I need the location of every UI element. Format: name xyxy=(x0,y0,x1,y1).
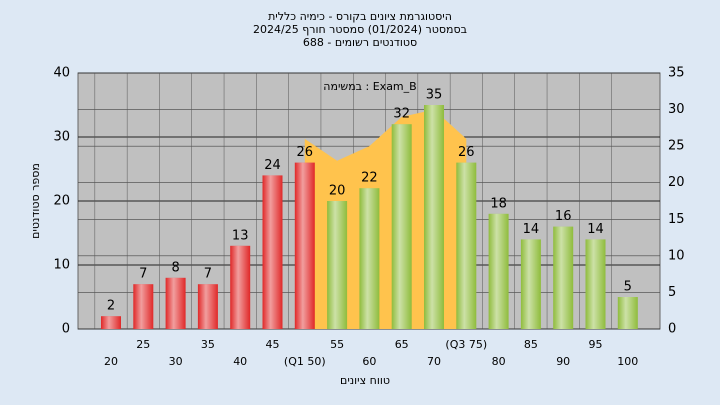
x-tick-label: 55 xyxy=(330,338,344,351)
x-tick-label: (Q1 50) xyxy=(284,355,326,368)
subtitle: סטודנטים רשומים - 688 xyxy=(303,36,417,49)
y-tick-label: 40 xyxy=(53,66,70,81)
bar-shine xyxy=(617,297,638,329)
bar-shine xyxy=(101,316,121,329)
x-tick-label: (Q3 75) xyxy=(445,338,487,351)
y2-tick-label: 5 xyxy=(668,285,676,300)
x-tick-label: 65 xyxy=(395,338,409,351)
value-label: 24 xyxy=(264,158,281,173)
bar-shine xyxy=(262,175,283,329)
value-label: 5 xyxy=(624,280,632,295)
value-label: 8 xyxy=(171,260,179,275)
x-tick-label: 45 xyxy=(266,338,280,351)
annotation: במשימה : Exam_B xyxy=(323,80,416,93)
x-tick-label: 60 xyxy=(362,355,376,368)
bar-shine xyxy=(133,284,154,329)
y2-tick-label: 35 xyxy=(668,66,685,81)
bar-shine xyxy=(327,201,348,329)
value-label: 18 xyxy=(490,196,507,211)
bar-shine xyxy=(230,245,251,329)
bar-shine xyxy=(424,105,444,329)
bar-shine xyxy=(456,162,477,329)
value-label: 2 xyxy=(107,299,115,314)
bar-shine xyxy=(294,162,315,329)
value-label: 14 xyxy=(523,222,540,237)
value-label: 20 xyxy=(329,184,346,199)
value-label: 35 xyxy=(426,88,443,103)
bar-shine xyxy=(391,124,412,329)
value-label: 13 xyxy=(232,228,249,243)
value-label: 22 xyxy=(361,171,378,186)
bar-shine xyxy=(359,188,380,329)
value-label: 26 xyxy=(297,145,314,160)
subtitle: בסמסטר (01/2024) סמסטר חורף 2024/25 xyxy=(253,23,467,36)
y-tick-label: 20 xyxy=(53,194,70,209)
value-label: 32 xyxy=(393,107,410,122)
x-tick-label: 70 xyxy=(427,355,441,368)
x-tick-label: 20 xyxy=(104,355,118,368)
y2-tick-label: 20 xyxy=(668,175,685,190)
bar-shine xyxy=(197,284,218,329)
y-tick-label: 0 xyxy=(62,322,70,337)
y-tick-label: 10 xyxy=(53,258,70,273)
y-tick-label: 30 xyxy=(53,130,70,145)
value-label: 16 xyxy=(555,209,572,224)
x-tick-label: 35 xyxy=(201,338,215,351)
value-label: 14 xyxy=(587,222,604,237)
bar-shine xyxy=(520,239,541,329)
x-tick-label: 90 xyxy=(556,355,570,368)
x-tick-label: 85 xyxy=(524,338,538,351)
value-label: 26 xyxy=(458,145,475,160)
x-tick-label: 80 xyxy=(492,355,506,368)
bar-shine xyxy=(585,239,606,329)
bar-shine xyxy=(488,213,509,329)
y2-tick-label: 15 xyxy=(668,212,685,227)
y2-tick-label: 30 xyxy=(668,102,685,117)
title: היסטוגרמת ציונים בקורס - כימיה כללית xyxy=(268,10,452,23)
value-label: 7 xyxy=(139,267,147,282)
x-tick-label: 30 xyxy=(169,355,183,368)
y2-tick-label: 10 xyxy=(668,248,685,263)
x-tick-label: 25 xyxy=(136,338,150,351)
bar-shine xyxy=(553,226,574,329)
x-tick-label: 100 xyxy=(617,355,638,368)
x-tick-label: 40 xyxy=(233,355,247,368)
y2-tick-label: 0 xyxy=(668,322,676,337)
y2-tick-label: 25 xyxy=(668,139,685,154)
x-axis-label: טווח ציונים xyxy=(340,374,390,387)
y-axis-label: מספר סטודנטים xyxy=(29,163,42,239)
bar-shine xyxy=(165,277,186,329)
value-label: 7 xyxy=(204,267,212,282)
x-tick-label: 95 xyxy=(589,338,603,351)
